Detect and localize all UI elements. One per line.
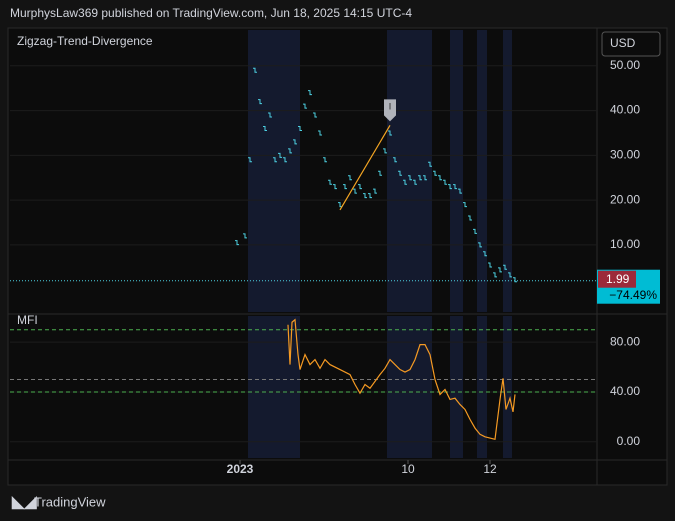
candle [483,251,487,257]
candle [308,90,312,96]
candle [403,179,407,185]
currency-button[interactable] [601,31,661,57]
change-label: −74.49% [609,288,657,302]
session-band [387,316,432,458]
candle [363,193,367,199]
candle [443,179,447,185]
session-band [503,316,512,458]
logo-icon: ◣◢ [11,494,37,511]
last-price-box [598,270,636,288]
candle [333,184,337,190]
candle [453,184,457,190]
candle [463,202,467,208]
session-band [503,30,512,312]
candle [428,161,432,167]
y-tick-label: 40.00 [610,384,640,398]
x-tick-label: 12 [483,462,497,476]
candle [423,175,427,181]
candle [508,272,512,278]
candle [503,264,507,270]
candle [358,184,362,190]
candle [473,228,477,234]
candle [343,184,347,190]
x-tick-label: 2023 [227,462,254,476]
candle [293,139,297,145]
session-band [477,30,487,312]
session-band [450,316,463,458]
candle [288,148,292,154]
candle [418,175,422,181]
chart-frame [7,27,668,486]
header: MurphysLaw369 published on TradingView.c… [10,6,412,20]
candle [303,103,307,109]
candle [373,188,377,194]
candle [438,175,442,181]
candle [433,170,437,176]
candle [253,67,257,73]
y-tick-label: 10.00 [610,237,640,251]
candle [235,240,239,246]
candle [488,262,492,268]
candle [478,242,482,248]
candle [448,184,452,190]
candle [328,179,332,185]
candle [468,215,472,221]
candle [248,157,252,163]
candle [408,175,412,181]
candle [393,157,397,163]
candle [318,130,322,136]
annotation-label: I [389,102,392,112]
candle [313,112,317,118]
candle [353,188,357,194]
y-tick-label: 80.00 [610,334,640,348]
session-band [387,30,432,312]
candle [383,148,387,154]
candle [263,125,267,131]
y-tick-label: 50.00 [610,58,640,72]
candle [338,202,342,208]
candle [268,112,272,118]
session-band [450,30,463,312]
last-price: 1.99 [606,272,630,286]
candle [258,99,262,105]
y-tick-label: 30.00 [610,148,640,162]
candle [493,272,497,278]
y-tick-label: 20.00 [610,192,640,206]
price-title: Zigzag-Trend-Divergence [17,34,153,48]
y-tick-label: 0.00 [617,434,641,448]
trend-line [339,125,391,211]
candle [273,157,277,163]
candle [498,267,502,273]
candle [378,170,382,176]
currency[interactable]: USD [610,36,636,50]
candle [388,130,392,136]
candle [298,125,302,131]
session-band [477,316,487,458]
candle [398,170,402,176]
candle [368,193,372,199]
candle [243,233,247,239]
mfi-line [287,318,516,441]
candle [458,188,462,194]
candle [348,175,352,181]
candle [283,157,287,163]
candle [413,179,417,185]
session-band [248,30,300,312]
candle [513,277,517,283]
plots: 10.00 20.00 30.00 40.00 50.00 I 1.99 −74.49% 0.0… [10,30,660,476]
x-tick-label: 10 [401,462,415,476]
mfi-title: MFI [17,313,38,327]
candle [323,157,327,163]
annotation-marker [384,99,396,122]
session-band [248,316,300,458]
footer: TradingView [34,494,106,509]
candle [278,152,282,158]
y-tick-label: 40.00 [610,103,640,117]
